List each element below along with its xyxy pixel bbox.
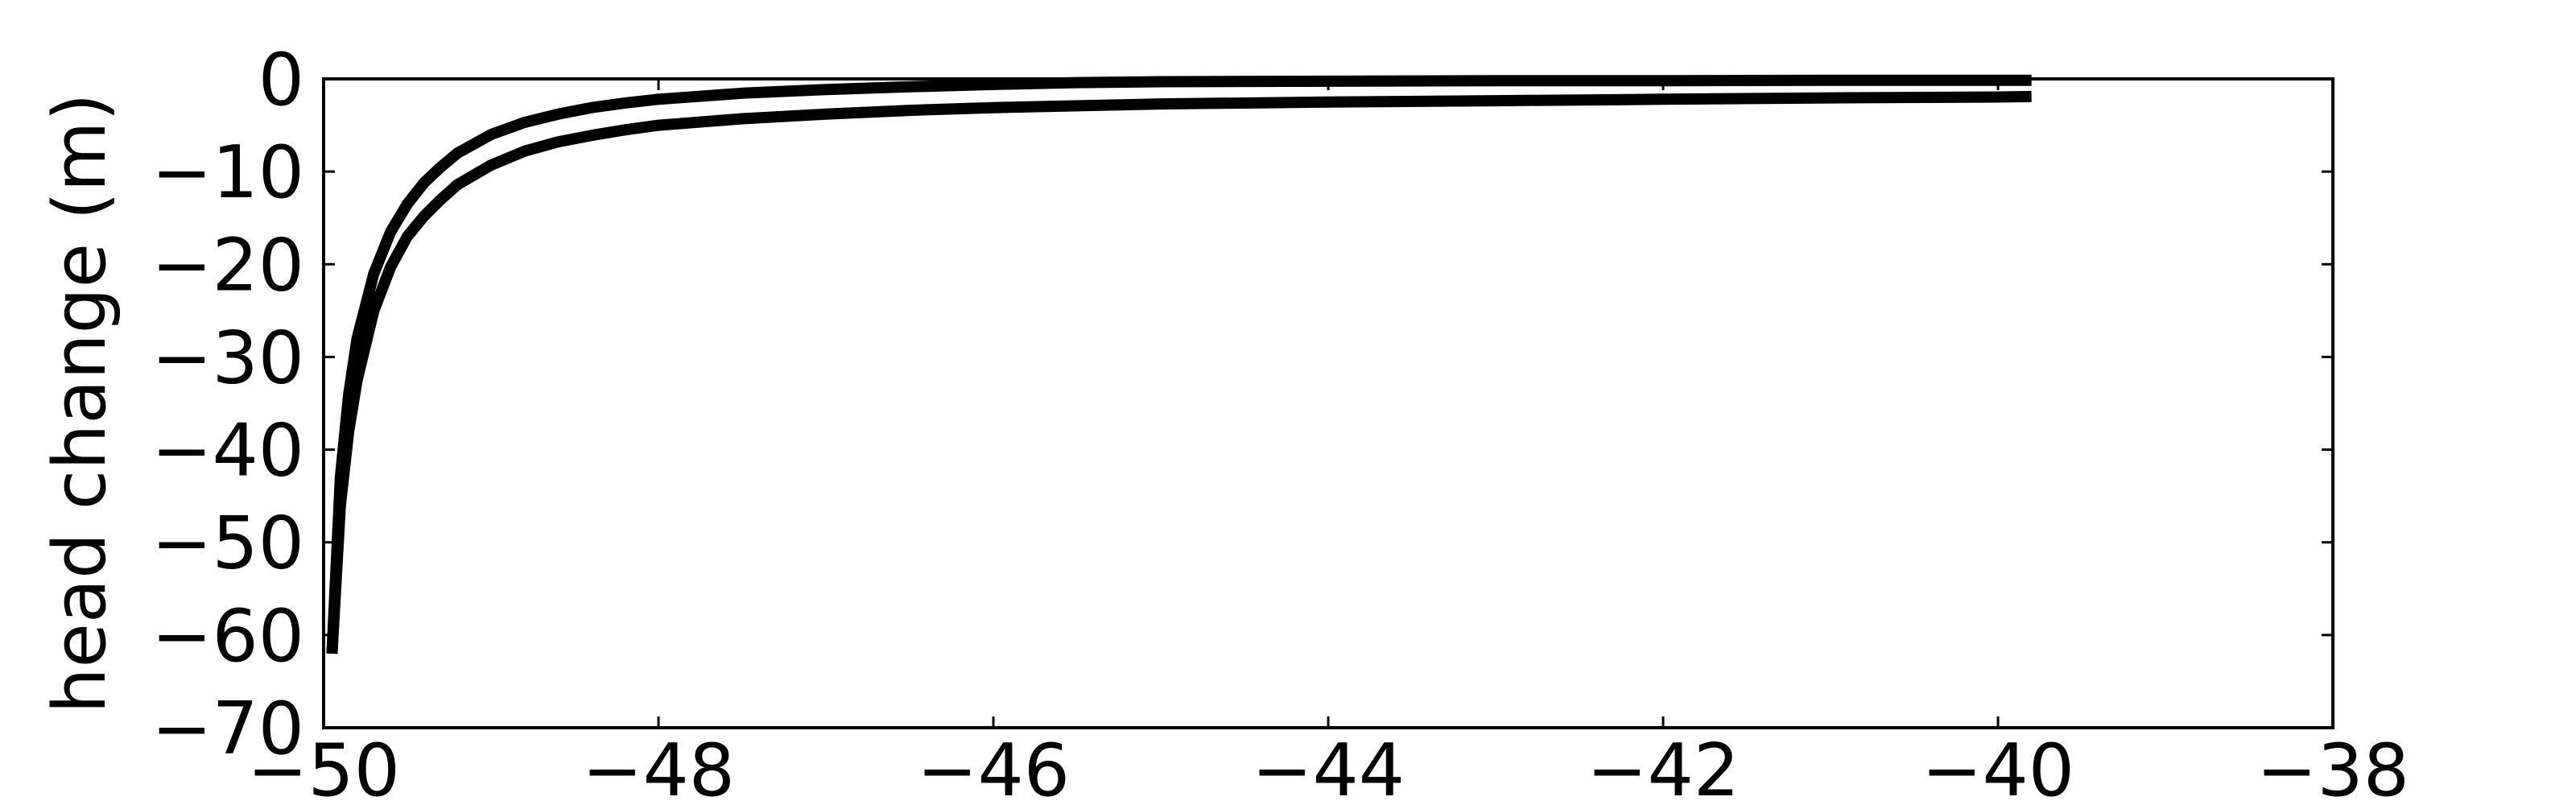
- y-tick-label: −70: [151, 687, 304, 771]
- y-tick-label: 0: [258, 38, 304, 122]
- x-tick-label: −46: [917, 729, 1070, 805]
- y-tick-label: −40: [151, 409, 304, 493]
- x-tick-label: −38: [2256, 729, 2409, 805]
- y-tick-label: −20: [151, 223, 304, 308]
- tick-labels: −50 −48 −46 −44 −42 −40 −380−10−20−30−40−50−60…: [151, 38, 2409, 805]
- x-tick-label: −40: [1922, 729, 2074, 805]
- x-tick-label: −50: [247, 729, 400, 805]
- y-tick-label: −50: [151, 502, 304, 586]
- x-tick-label: −48: [582, 729, 735, 805]
- x-tick-label: −44: [1252, 729, 1405, 805]
- series-line-2: [326, 74, 2032, 654]
- plot-lines: [326, 74, 2032, 654]
- y-tick-label: −60: [151, 594, 304, 679]
- y-tick-label: −10: [151, 130, 304, 215]
- y-axis-label: head change (m): [38, 93, 122, 713]
- series-line-1: [326, 90, 2032, 654]
- y-tick-label: −30: [151, 316, 304, 400]
- plot-frame: [322, 77, 2334, 729]
- x-tick-label: −42: [1587, 729, 1740, 805]
